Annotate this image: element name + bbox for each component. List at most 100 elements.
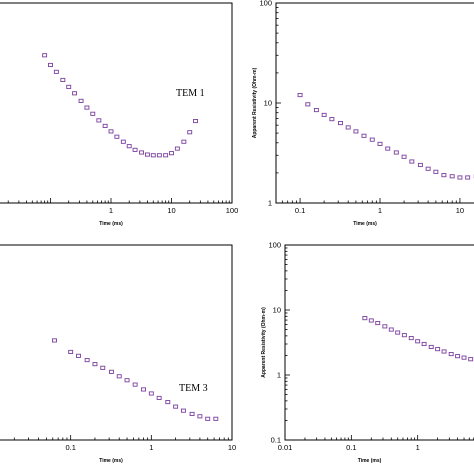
data-point bbox=[321, 112, 327, 117]
data-point bbox=[433, 169, 439, 174]
chart-panel-3: 0.1 1 10 Time (ms) TEM 3 bbox=[0, 244, 236, 464]
data-point bbox=[126, 144, 132, 149]
chart-panel-1: 1 10 100 Time (ms) TEM 1 bbox=[0, 2, 239, 227]
data-point bbox=[415, 339, 421, 344]
data-point bbox=[409, 159, 415, 164]
data-point bbox=[144, 152, 150, 157]
data-point bbox=[156, 395, 162, 400]
x-tick-label: 10 bbox=[228, 443, 236, 452]
x-tick-label: 0.1 bbox=[295, 206, 305, 215]
data-point bbox=[369, 137, 375, 142]
data-point bbox=[76, 353, 81, 358]
y-axis-label: Apparent Resistivity (Ohm-m) bbox=[261, 307, 267, 378]
y-tick-label: 0.1 bbox=[271, 436, 281, 445]
data-point bbox=[84, 105, 90, 110]
x-tick-label: 10 bbox=[167, 206, 175, 215]
data-point bbox=[421, 341, 427, 347]
data-point bbox=[108, 369, 114, 374]
data-point bbox=[108, 129, 114, 134]
data-point bbox=[116, 374, 122, 379]
data-point bbox=[468, 357, 474, 362]
data-point bbox=[163, 153, 169, 158]
data-point bbox=[100, 365, 106, 370]
data-point bbox=[173, 404, 179, 409]
data-point bbox=[197, 414, 203, 419]
data-point bbox=[66, 84, 72, 89]
plot-frame bbox=[284, 244, 474, 441]
y-axis-label: Apparent Resistivity (Ohm-m) bbox=[252, 67, 258, 138]
data-point bbox=[461, 355, 467, 360]
data-point bbox=[441, 349, 447, 354]
x-tick-label: 1 bbox=[416, 443, 420, 452]
y-tick-label: 1 bbox=[277, 371, 281, 380]
data-point bbox=[337, 121, 343, 126]
data-point bbox=[165, 400, 171, 405]
data-point bbox=[174, 146, 180, 151]
data-point bbox=[329, 117, 335, 122]
sounding-label: TEM 1 bbox=[176, 88, 205, 99]
data-point bbox=[114, 134, 120, 139]
data-point bbox=[449, 174, 455, 179]
data-point bbox=[455, 354, 461, 359]
data-point bbox=[90, 111, 96, 116]
data-point bbox=[401, 154, 407, 159]
data-point bbox=[428, 344, 434, 350]
data-point bbox=[361, 133, 367, 138]
data-point bbox=[382, 324, 388, 329]
data-point bbox=[156, 153, 162, 158]
plot-frame bbox=[0, 2, 233, 204]
data-point bbox=[124, 378, 130, 383]
data-point bbox=[169, 151, 174, 156]
y-tick-label: 100 bbox=[259, 0, 272, 8]
data-point bbox=[408, 336, 414, 341]
y-tick-label: 1 bbox=[268, 199, 272, 208]
data-point bbox=[68, 349, 74, 354]
data-point bbox=[297, 93, 303, 98]
data-point bbox=[180, 408, 186, 413]
x-tick-label: 1 bbox=[378, 206, 382, 215]
data-point bbox=[305, 102, 311, 107]
data-point bbox=[435, 347, 441, 352]
data-point bbox=[120, 139, 126, 144]
x-tick-label: 100 bbox=[226, 206, 239, 215]
data-point bbox=[457, 175, 463, 180]
x-axis-label: Time (ms) bbox=[358, 458, 382, 464]
data-point bbox=[148, 391, 154, 396]
x-tick-label: 0.01 bbox=[278, 443, 293, 452]
data-point bbox=[395, 330, 401, 335]
data-point bbox=[187, 130, 193, 135]
data-point bbox=[181, 139, 187, 144]
data-point bbox=[193, 118, 199, 124]
x-tick-label: 1 bbox=[109, 206, 113, 215]
y-tick-label: 10 bbox=[273, 306, 281, 315]
x-tick-label: 0.1 bbox=[65, 443, 75, 452]
data-point bbox=[353, 129, 359, 134]
x-axis-label: Time (ms) bbox=[99, 458, 123, 464]
data-point bbox=[141, 387, 146, 392]
sounding-label: TEM 3 bbox=[179, 383, 208, 394]
data-point bbox=[96, 118, 102, 123]
data-point bbox=[102, 123, 108, 128]
data-point bbox=[388, 327, 394, 332]
data-point bbox=[448, 352, 454, 357]
data-point bbox=[385, 146, 391, 151]
data-point bbox=[92, 362, 98, 367]
data-point bbox=[139, 150, 145, 155]
data-point bbox=[377, 141, 383, 146]
data-point bbox=[345, 125, 351, 130]
data-point bbox=[42, 53, 48, 58]
data-point bbox=[368, 318, 374, 323]
data-point bbox=[465, 175, 471, 180]
x-tick-label: 0.1 bbox=[346, 443, 356, 452]
data-point bbox=[189, 411, 195, 417]
data-point bbox=[60, 77, 66, 83]
x-tick-label: 10 bbox=[456, 206, 464, 215]
data-point bbox=[362, 316, 368, 321]
x-axis-label: Time (ms) bbox=[99, 221, 123, 227]
data-point bbox=[150, 153, 156, 158]
data-point bbox=[417, 162, 423, 168]
data-point bbox=[72, 91, 78, 96]
